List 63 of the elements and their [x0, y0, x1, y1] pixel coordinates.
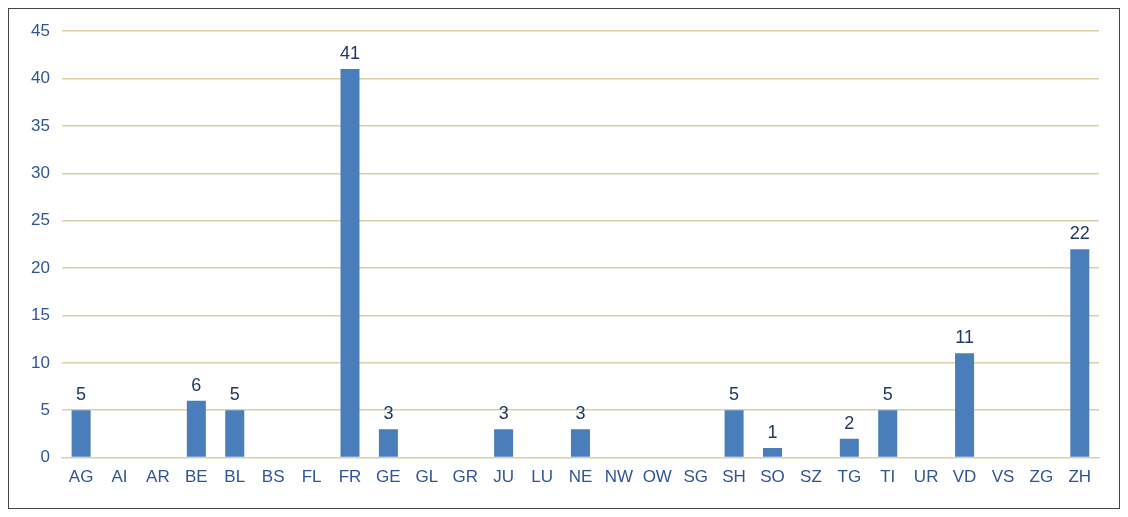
x-tick-label: SO: [760, 467, 785, 487]
y-tick-label: 15: [30, 305, 50, 325]
x-tick-label: VS: [991, 467, 1015, 487]
data-label: 41: [339, 43, 361, 64]
x-tick-label: AI: [111, 467, 128, 487]
bar: [724, 410, 744, 457]
x-tick-label: NE: [568, 467, 593, 487]
y-tick-label: 35: [30, 115, 50, 135]
bar: [955, 353, 975, 457]
y-tick-label: 20: [30, 257, 50, 277]
y-tick-label: 0: [40, 447, 50, 467]
x-tick-label: GE: [376, 467, 401, 487]
bar: [763, 448, 783, 457]
x-tick-label: BS: [261, 467, 285, 487]
x-tick-label: VD: [952, 467, 977, 487]
bar: [71, 410, 91, 457]
x-tick-label: ZH: [1068, 467, 1092, 487]
x-tick-label: SG: [683, 467, 708, 487]
y-tick-label: 25: [30, 210, 50, 230]
y-tick-label: 10: [30, 352, 50, 372]
bar: [570, 429, 590, 457]
x-tick-label: UR: [913, 467, 939, 487]
bar: [225, 410, 245, 457]
y-tick-label: 5: [40, 399, 50, 419]
x-tick-label: FR: [338, 467, 362, 487]
data-label: 2: [844, 412, 855, 433]
data-label: 22: [1069, 223, 1090, 244]
x-tick-label: BE: [185, 467, 208, 487]
x-tick-label: GR: [452, 467, 478, 487]
y-tick-label: 30: [30, 163, 50, 183]
x-tick-label: NW: [604, 467, 634, 487]
bar: [878, 410, 898, 457]
data-label: 5: [729, 384, 740, 405]
data-label: 3: [383, 403, 394, 424]
x-tick-label: FL: [301, 467, 322, 487]
bar: [378, 429, 398, 457]
data-label: 5: [882, 384, 893, 405]
x-tick-label: ZG: [1029, 467, 1054, 487]
data-label: 11: [955, 327, 974, 348]
data-label: 3: [498, 403, 509, 424]
data-label: 3: [575, 403, 586, 424]
data-label: 5: [76, 384, 87, 405]
x-tick-label: TI: [880, 467, 896, 487]
bar: [186, 400, 206, 457]
x-tick-label: OW: [642, 467, 672, 487]
bar: [494, 429, 514, 457]
x-tick-label: BL: [224, 467, 246, 487]
x-tick-label: JU: [493, 467, 515, 487]
data-label: 5: [229, 384, 240, 405]
data-label: 1: [767, 422, 778, 443]
x-tick-label: AG: [68, 467, 94, 487]
x-tick-label: SH: [722, 467, 746, 487]
x-tick-label: TG: [837, 467, 862, 487]
y-tick-label: 45: [30, 20, 50, 40]
x-tick-label: SZ: [800, 467, 822, 487]
bar: [1070, 249, 1090, 457]
x-tick-label: AR: [146, 467, 170, 487]
y-tick-label: 40: [30, 68, 50, 88]
data-label: 6: [191, 374, 202, 395]
x-tick-label: GL: [415, 467, 439, 487]
bar: [839, 438, 859, 457]
bar: [340, 69, 360, 457]
x-tick-label: LU: [531, 467, 553, 487]
